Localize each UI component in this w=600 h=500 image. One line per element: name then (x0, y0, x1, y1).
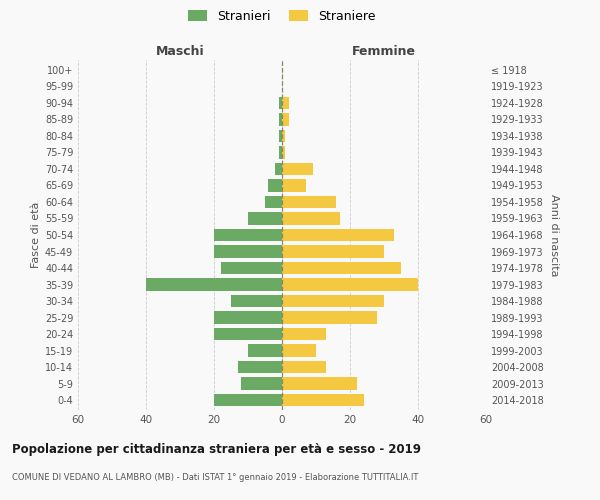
Bar (248, 212, 282, 224)
Bar (241, 378, 282, 390)
Bar (278, 113, 282, 126)
Bar (146, 278, 282, 290)
Bar (282, 378, 357, 390)
Bar (275, 163, 282, 175)
Bar (282, 361, 326, 374)
Bar (238, 361, 282, 374)
Legend: Stranieri, Straniere: Stranieri, Straniere (184, 5, 380, 28)
Bar (278, 96, 282, 109)
Bar (282, 262, 401, 274)
Bar (214, 328, 282, 340)
Bar (282, 146, 286, 158)
Bar (282, 394, 364, 406)
Bar (282, 295, 384, 307)
Bar (282, 278, 418, 290)
Text: COMUNE DI VEDANO AL LAMBRO (MB) - Dati ISTAT 1° gennaio 2019 - Elaborazione TUTT: COMUNE DI VEDANO AL LAMBRO (MB) - Dati I… (12, 472, 418, 482)
Bar (268, 180, 282, 192)
Bar (282, 163, 313, 175)
Bar (282, 212, 340, 224)
Bar (282, 312, 377, 324)
Y-axis label: Fasce di età: Fasce di età (31, 202, 41, 268)
Bar (282, 328, 326, 340)
Bar (214, 312, 282, 324)
Bar (221, 262, 282, 274)
Bar (278, 146, 282, 158)
Bar (282, 96, 289, 109)
Bar (248, 344, 282, 357)
Bar (282, 130, 286, 142)
Bar (278, 130, 282, 142)
Bar (265, 196, 282, 208)
Bar (282, 229, 394, 241)
Bar (282, 344, 316, 357)
Bar (282, 113, 289, 126)
Text: Popolazione per cittadinanza straniera per età e sesso - 2019: Popolazione per cittadinanza straniera p… (12, 442, 421, 456)
Bar (214, 229, 282, 241)
Bar (282, 196, 337, 208)
Y-axis label: Anni di nascita: Anni di nascita (549, 194, 559, 276)
Bar (214, 394, 282, 406)
Text: Femmine: Femmine (352, 46, 416, 59)
Bar (282, 246, 384, 258)
Text: Maschi: Maschi (155, 46, 205, 59)
Bar (282, 180, 306, 192)
Bar (214, 246, 282, 258)
Bar (231, 295, 282, 307)
